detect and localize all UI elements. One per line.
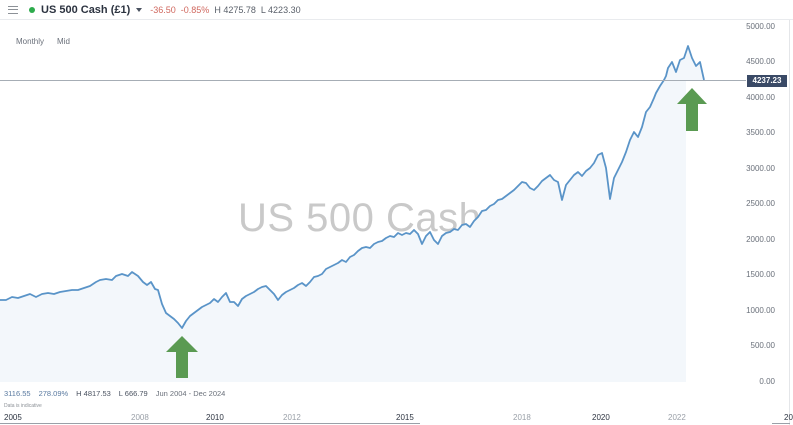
x-axis-label: 2018 — [513, 413, 531, 422]
y-axis-label: 0.00 — [759, 377, 775, 386]
stat-change: 3116.55 — [4, 389, 31, 398]
x-axis[interactable]: 2005 2008 2010 2012 2015 2018 2020 2022 … — [0, 410, 793, 425]
market-status-icon — [29, 6, 35, 13]
y-axis-label: 2000.00 — [746, 235, 775, 244]
price-line — [0, 45, 705, 329]
x-axis-scrollbar-end[interactable] — [772, 423, 790, 424]
price-area — [0, 46, 704, 382]
y-axis-label: 2500.00 — [746, 199, 775, 208]
price-change-pct: -0.85% — [180, 4, 210, 15]
x-axis-label: 2008 — [131, 413, 149, 422]
stat-range: Jun 2004 - Dec 2024 — [155, 389, 226, 398]
x-axis-label: 2015 — [396, 413, 414, 422]
arrow-up-icon — [677, 88, 707, 131]
y-axis-label: 1500.00 — [746, 270, 775, 279]
range-stats: 3116.55 278.09% H 4817.53 L 666.79 Jun 2… — [4, 389, 225, 398]
interval-selector[interactable]: Monthly — [16, 37, 45, 46]
stat-high: H 4817.53 — [76, 389, 111, 398]
y-axis-label: 4000.00 — [746, 93, 775, 102]
x-axis-label: 2010 — [206, 413, 224, 422]
price-type-selector[interactable]: Mid — [57, 37, 70, 46]
x-axis-label: 2020 — [592, 413, 610, 422]
price-change: -36.50 — [150, 4, 176, 15]
x-axis-scrollbar[interactable] — [0, 423, 420, 424]
instrument-header: US 500 Cash (£1) -36.50 -0.85% H 4275.78… — [0, 0, 793, 20]
x-axis-label: 2012 — [283, 413, 301, 422]
data-indicative-note: Data is indicative — [4, 403, 42, 409]
y-axis-label: 5000.00 — [746, 22, 775, 31]
chevron-down-icon[interactable] — [136, 7, 143, 12]
x-axis-label: 2005 — [4, 413, 22, 422]
instrument-title[interactable]: US 500 Cash (£1) — [41, 3, 131, 16]
day-low: L 4223.30 — [260, 4, 301, 15]
y-axis-label: 3000.00 — [746, 164, 775, 173]
y-axis-label: 4500.00 — [746, 57, 775, 66]
y-axis-label: 1000.00 — [746, 306, 775, 315]
x-axis-label: 2022 — [668, 413, 686, 422]
arrow-up-icon — [166, 336, 198, 378]
stat-change-pct: 278.09% — [38, 389, 69, 398]
day-high: H 4275.78 — [214, 4, 256, 15]
y-axis-label: 3500.00 — [746, 128, 775, 137]
x-axis-label: 20 — [784, 413, 793, 422]
stat-low: L 666.79 — [118, 389, 148, 398]
menu-icon[interactable] — [8, 5, 18, 14]
y-axis-label: 500.00 — [750, 341, 775, 350]
chart-toolbar: Monthly Mid — [16, 37, 70, 46]
current-price-tag: 4237.23 — [747, 75, 787, 87]
